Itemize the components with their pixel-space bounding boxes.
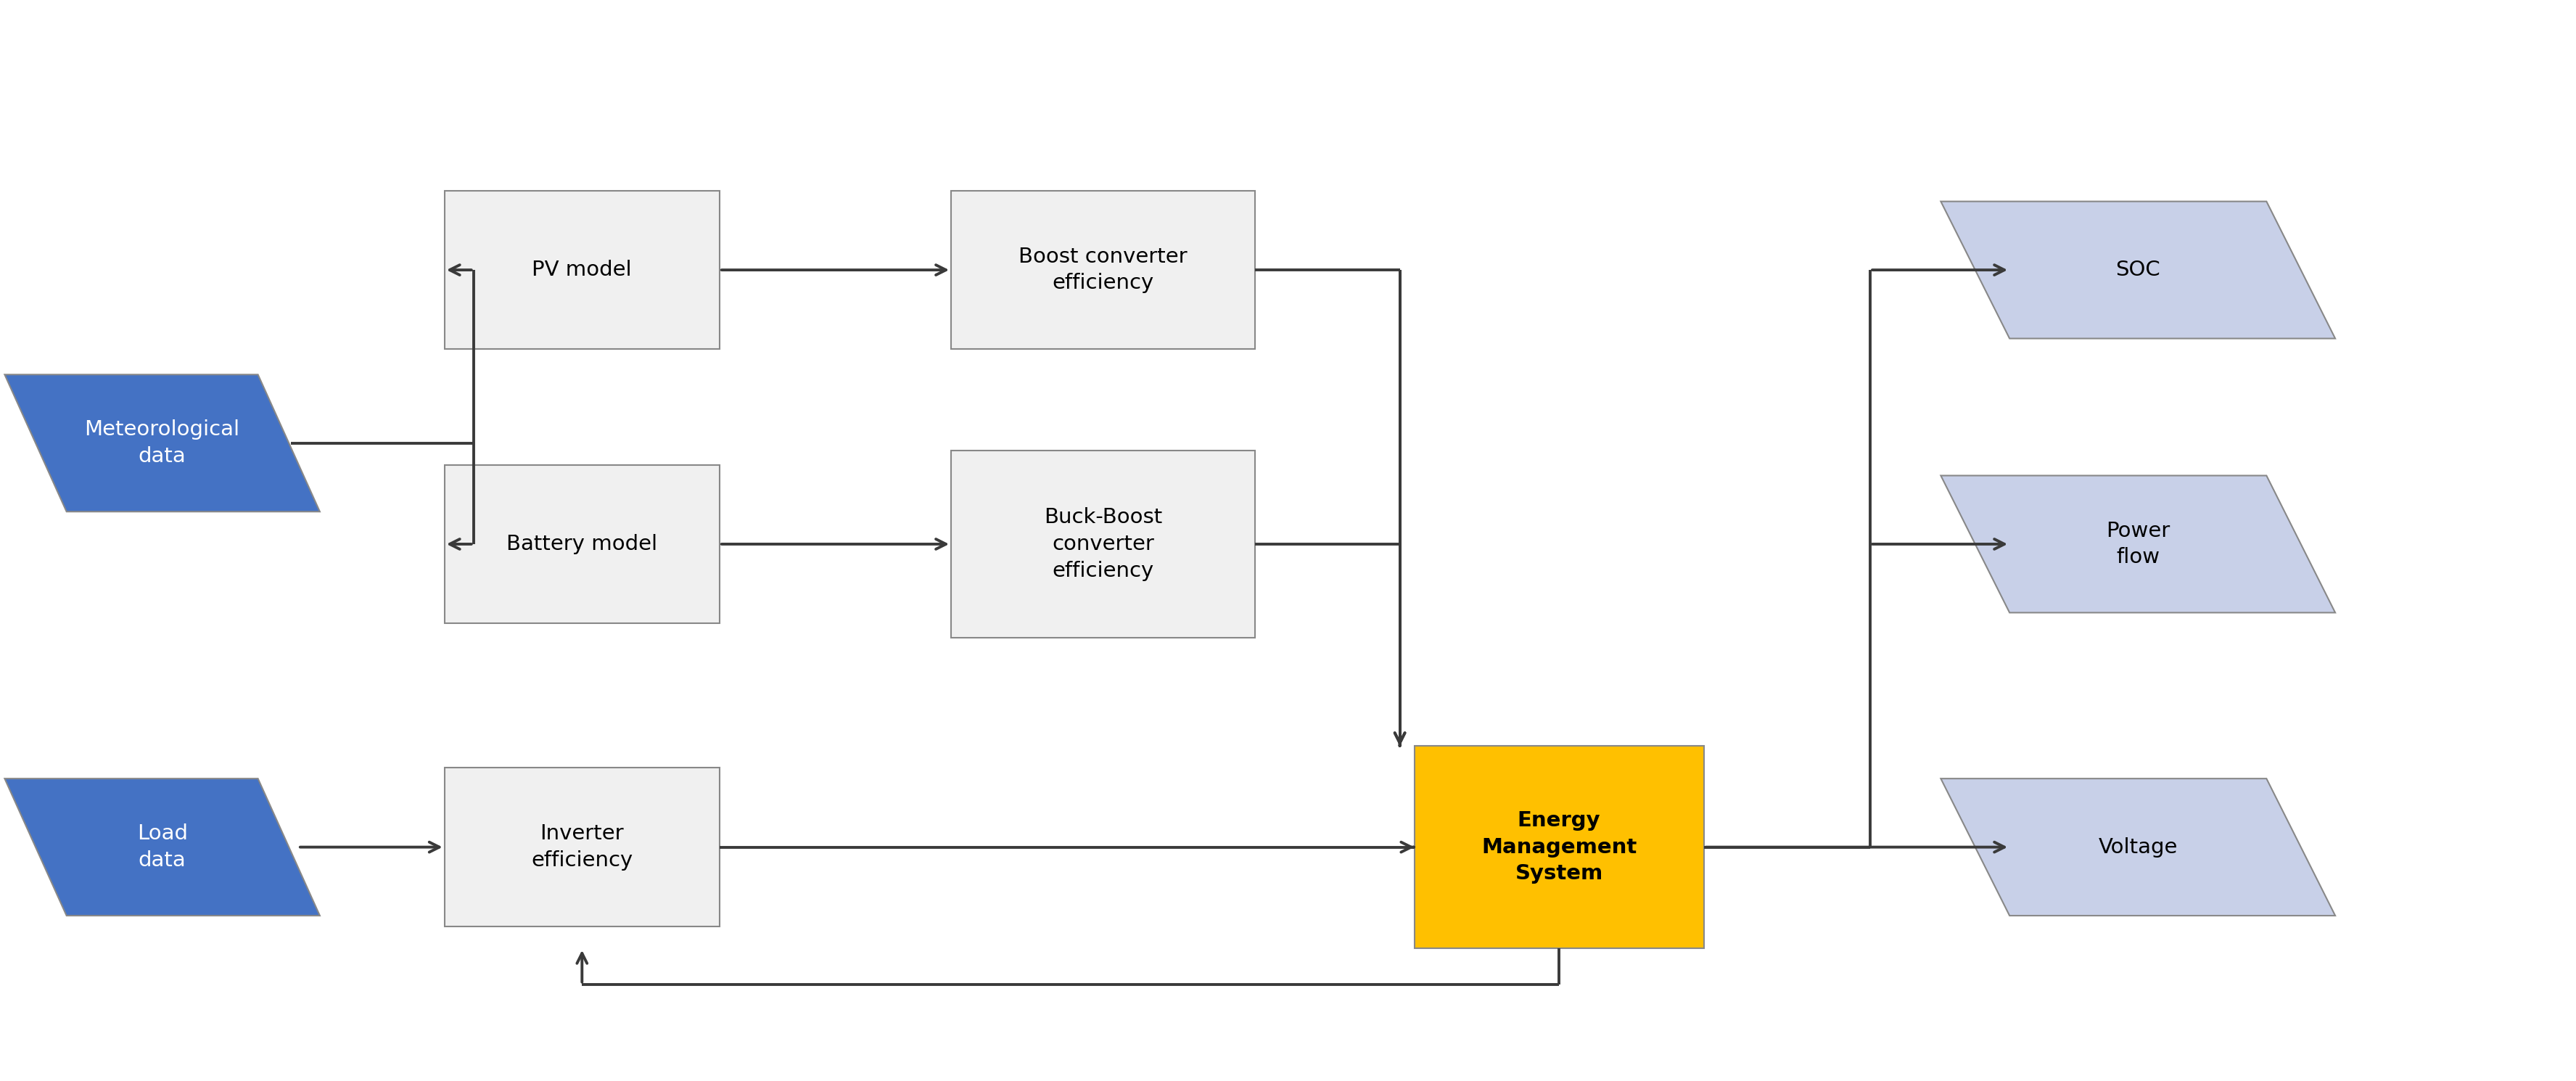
FancyBboxPatch shape xyxy=(446,190,719,349)
FancyBboxPatch shape xyxy=(446,768,719,926)
Text: Energy
Management
System: Energy Management System xyxy=(1481,811,1636,884)
Polygon shape xyxy=(1940,476,2336,613)
Text: Meteorological
data: Meteorological data xyxy=(85,419,240,467)
Text: Buck-Boost
converter
efficiency: Buck-Boost converter efficiency xyxy=(1043,507,1162,580)
Text: Boost converter
efficiency: Boost converter efficiency xyxy=(1018,246,1188,293)
FancyBboxPatch shape xyxy=(951,451,1255,638)
Text: Inverter
efficiency: Inverter efficiency xyxy=(531,824,634,870)
Text: Battery model: Battery model xyxy=(507,534,657,555)
Polygon shape xyxy=(5,375,319,511)
Text: Power
flow: Power flow xyxy=(2107,521,2169,568)
Polygon shape xyxy=(1940,201,2336,338)
Text: Load
data: Load data xyxy=(137,824,188,870)
Text: PV model: PV model xyxy=(533,259,631,280)
Text: SOC: SOC xyxy=(2115,259,2161,280)
Text: Voltage: Voltage xyxy=(2099,837,2177,857)
Polygon shape xyxy=(5,778,319,916)
FancyBboxPatch shape xyxy=(951,190,1255,349)
FancyBboxPatch shape xyxy=(446,465,719,624)
FancyBboxPatch shape xyxy=(1414,746,1703,948)
Polygon shape xyxy=(1940,778,2336,916)
